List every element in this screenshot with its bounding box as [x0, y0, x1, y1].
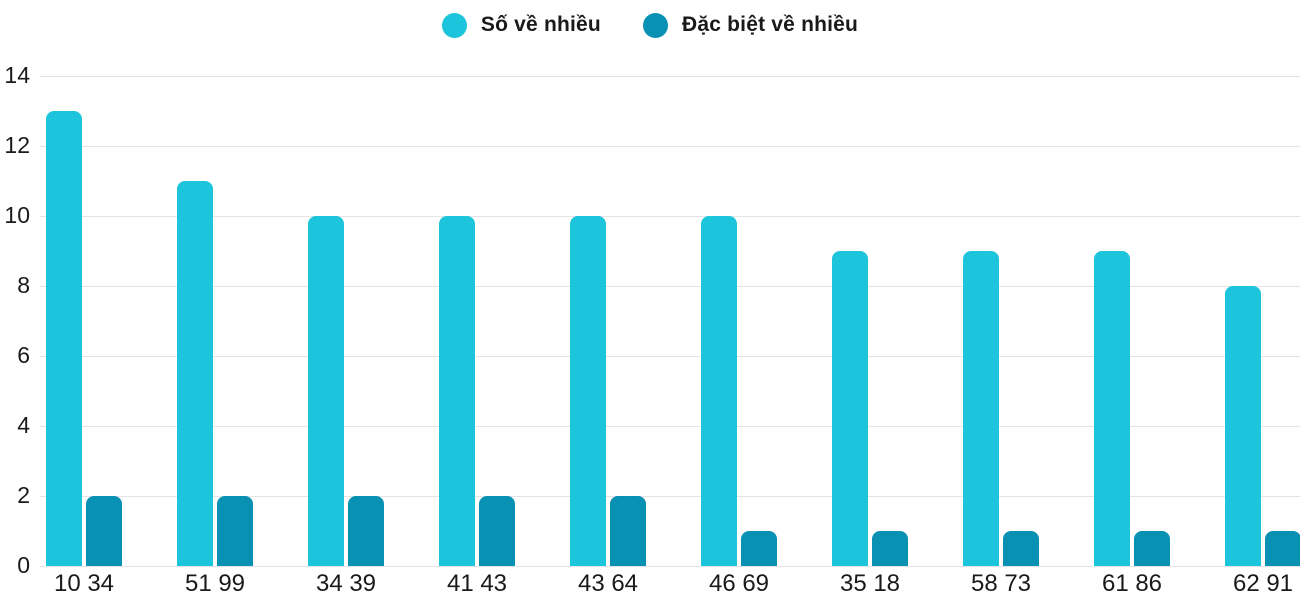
bar-series-1-51-99	[217, 496, 253, 566]
gridline-y-2	[40, 496, 1300, 497]
chart-legend: Số về nhiều Đặc biệt về nhiều	[0, 10, 1300, 40]
legend-dot-icon	[642, 12, 668, 38]
gridline-y-12	[40, 146, 1300, 147]
bar-series-1-41-43	[479, 496, 515, 566]
x-axis-tick-label: 51 99	[184, 570, 246, 597]
y-axis-tick-label: 6	[17, 342, 30, 369]
x-axis-tick-label: 34 39	[315, 570, 377, 597]
y-axis-tick-label: 14	[4, 62, 30, 89]
bar-series-0-34-39	[308, 216, 344, 566]
bar-series-0-46-69	[701, 216, 737, 566]
y-axis-tick-label: 8	[17, 272, 30, 299]
bar-series-1-58-73	[1003, 531, 1039, 566]
bar-series-1-61-86	[1134, 531, 1170, 566]
legend-label: Số về nhiều	[480, 13, 601, 36]
bar-series-0-58-73	[963, 251, 999, 566]
x-axis-tick-label: 43 64	[577, 570, 639, 597]
y-axis-tick-label: 4	[17, 412, 30, 439]
bar-series-1-35-18	[872, 531, 908, 566]
x-axis-tick-label: 62 91	[1232, 570, 1294, 597]
bar-series-1-62-91	[1265, 531, 1300, 566]
y-axis-tick-label: 2	[17, 482, 30, 509]
bar-series-0-62-91	[1225, 286, 1261, 566]
bar-series-0-43-64	[570, 216, 606, 566]
legend-item-1[interactable]: Đặc biệt về nhiều	[642, 12, 859, 38]
x-axis-tick-label: 35 18	[839, 570, 901, 597]
y-axis-tick-label: 10	[4, 202, 30, 229]
x-axis-tick-label: 41 43	[446, 570, 508, 597]
bar-series-1-34-39	[348, 496, 384, 566]
bar-series-0-41-43	[439, 216, 475, 566]
x-axis-tick-label: 46 69	[708, 570, 770, 597]
gridline-y-0	[40, 566, 1300, 567]
gridline-y-8	[40, 286, 1300, 287]
legend-dot-icon	[441, 12, 467, 38]
bar-series-0-10-34	[46, 111, 82, 566]
x-axis-tick-label: 58 73	[970, 570, 1032, 597]
gridline-y-6	[40, 356, 1300, 357]
y-axis-tick-label: 12	[4, 132, 30, 159]
bar-series-1-46-69	[741, 531, 777, 566]
x-axis-tick-label: 61 86	[1101, 570, 1163, 597]
legend-label: Đặc biệt về nhiều	[681, 13, 859, 36]
bar-series-0-51-99	[177, 181, 213, 566]
gridline-y-10	[40, 216, 1300, 217]
x-axis-tick-label: 10 34	[53, 570, 115, 597]
legend-item-0[interactable]: Số về nhiều	[441, 12, 601, 38]
bar-series-0-35-18	[832, 251, 868, 566]
bar-series-0-61-86	[1094, 251, 1130, 566]
y-axis-tick-label: 0	[17, 552, 30, 579]
bar-series-1-43-64	[610, 496, 646, 566]
bar-series-1-10-34	[86, 496, 122, 566]
gridline-y-4	[40, 426, 1300, 427]
gridline-y-14	[40, 76, 1300, 77]
